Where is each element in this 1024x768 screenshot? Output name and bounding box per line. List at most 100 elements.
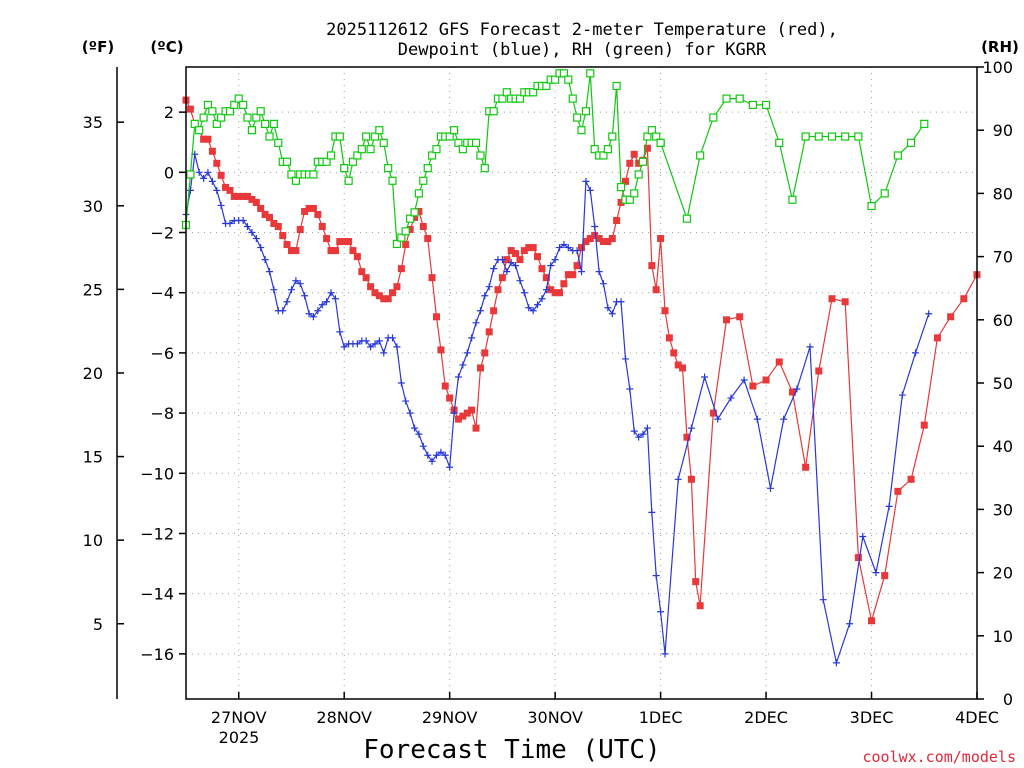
temperature-point bbox=[578, 244, 585, 252]
dewpoint-point bbox=[213, 186, 221, 194]
temperature-point bbox=[371, 289, 379, 297]
temperature-point bbox=[520, 247, 528, 255]
temperature-point bbox=[538, 265, 546, 273]
rh-point bbox=[647, 126, 656, 135]
temperature-point bbox=[204, 135, 212, 143]
celsius-unit-label: (ºC) bbox=[150, 38, 183, 56]
dewpoint-point bbox=[520, 289, 528, 297]
rh-point bbox=[775, 138, 784, 147]
temperature-point bbox=[266, 213, 274, 221]
rh-point bbox=[748, 100, 757, 110]
dewpoint-point bbox=[542, 286, 550, 294]
rh-point bbox=[269, 119, 278, 128]
temperature-point bbox=[854, 554, 862, 562]
dewpoint-point bbox=[652, 572, 660, 580]
temperature-point bbox=[463, 409, 471, 417]
dewpoint-point bbox=[556, 244, 564, 252]
temperature-point bbox=[841, 298, 849, 306]
dewpoint-point bbox=[925, 310, 933, 318]
dewpoint-point bbox=[687, 424, 695, 432]
dewpoint-point bbox=[793, 385, 801, 393]
dewpoint-point bbox=[459, 361, 467, 369]
rh-point bbox=[212, 119, 221, 128]
rh-point bbox=[625, 195, 634, 204]
rh-point bbox=[366, 145, 375, 154]
credit-text: coolwx.com/models bbox=[862, 748, 1016, 766]
dewpoint-point bbox=[503, 268, 511, 276]
temperature-point bbox=[498, 274, 506, 282]
rh-tick-label: 40 bbox=[993, 437, 1013, 456]
rh-point bbox=[357, 145, 366, 154]
temperature-point bbox=[494, 286, 502, 294]
temperature-point bbox=[340, 238, 348, 246]
fahrenheit-tick-label: 20 bbox=[83, 364, 103, 383]
fahrenheit-axis: 35 30 25 20 15 10 5 bbox=[83, 113, 124, 634]
temperature-point bbox=[788, 388, 796, 396]
rh-tick-label: 50 bbox=[993, 374, 1013, 393]
rh-point bbox=[841, 132, 850, 141]
dewpoint-point bbox=[525, 304, 533, 312]
dewpoint-point bbox=[323, 298, 331, 306]
dewpoint-point bbox=[885, 502, 893, 510]
dewpoint-point bbox=[432, 451, 440, 459]
dewpoint-point bbox=[639, 430, 647, 438]
rh-point bbox=[735, 94, 744, 103]
dewpoint-point bbox=[252, 235, 260, 243]
rh-point bbox=[893, 151, 903, 160]
dewpoint-point bbox=[832, 659, 840, 667]
temperature-point bbox=[270, 219, 278, 227]
temperature-point bbox=[331, 247, 339, 255]
rh-point bbox=[643, 132, 652, 141]
temperature-point bbox=[542, 274, 550, 282]
rh-point bbox=[199, 113, 208, 122]
celsius-tick-label: −6 bbox=[150, 344, 174, 363]
temperature-point bbox=[353, 253, 361, 261]
temperature-point bbox=[696, 602, 704, 610]
rh-tick-label: 60 bbox=[993, 311, 1013, 330]
temperature-point bbox=[336, 238, 344, 246]
rh-point bbox=[722, 94, 731, 103]
temperature-point bbox=[595, 235, 603, 243]
rh-point bbox=[388, 176, 397, 185]
celsius-axis: 2 0 −2 −4 −6 −8 −10 −12 −14 −16 bbox=[140, 103, 186, 664]
dewpoint-point bbox=[367, 343, 375, 351]
dewpoint-point bbox=[476, 307, 484, 315]
rh-point bbox=[529, 88, 538, 97]
temperature-point bbox=[380, 295, 388, 303]
dewpoint-point bbox=[314, 307, 322, 315]
rh-point bbox=[612, 81, 621, 91]
temperature-point bbox=[476, 364, 484, 372]
temperature-point bbox=[626, 159, 634, 167]
rh-unit-label: (RH) bbox=[981, 38, 1019, 56]
dewpoint-point bbox=[441, 451, 449, 459]
rh-point bbox=[476, 151, 485, 160]
dewpoint-point bbox=[657, 608, 665, 616]
rh-point bbox=[353, 151, 362, 160]
dewpoint-point bbox=[261, 256, 269, 264]
temperature-point bbox=[327, 247, 335, 255]
temperature-point bbox=[239, 192, 247, 200]
dewpoint-point bbox=[661, 650, 669, 658]
dewpoint-point bbox=[573, 247, 581, 255]
temperature-point bbox=[657, 235, 665, 243]
rh-point bbox=[652, 132, 661, 141]
temperature-point bbox=[217, 171, 225, 179]
rh-point bbox=[379, 138, 388, 147]
rh-point bbox=[458, 145, 467, 154]
dewpoint-point bbox=[507, 259, 515, 267]
temperature-point bbox=[569, 271, 577, 279]
dewpoint-point bbox=[806, 343, 814, 351]
temperature-point bbox=[314, 210, 322, 218]
dewpoint-point bbox=[472, 319, 480, 327]
temperature-point bbox=[384, 295, 392, 303]
temperature-point bbox=[200, 135, 208, 143]
temperature-point bbox=[441, 382, 449, 390]
temperature-point bbox=[235, 192, 243, 200]
dewpoint-point bbox=[912, 349, 920, 357]
rh-point bbox=[195, 126, 204, 135]
rh-point bbox=[186, 170, 195, 179]
rh-point bbox=[217, 113, 226, 122]
rh-point bbox=[564, 75, 573, 84]
rh-point bbox=[502, 88, 511, 97]
x-axis-title: Forecast Time (UTC) bbox=[363, 735, 660, 765]
